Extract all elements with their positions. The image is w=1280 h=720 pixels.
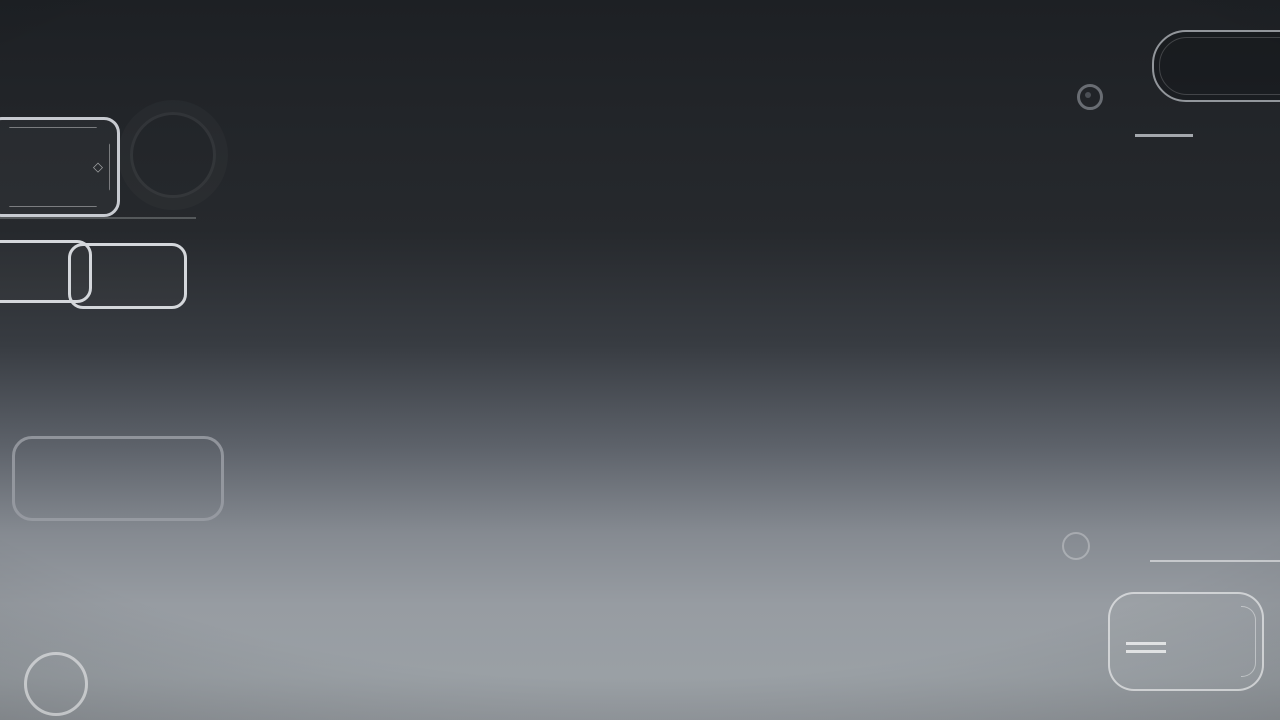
diamond-accent-icon: ◇	[93, 159, 103, 174]
rising-bar-chart-with-arrow	[1100, 140, 1280, 270]
divider-line-bottom-right	[1150, 560, 1280, 562]
tmo-ticker-pill	[1152, 30, 1280, 102]
bracket-accent	[1241, 606, 1256, 677]
card-line	[1126, 650, 1166, 653]
card-line	[1126, 642, 1166, 645]
mini-candlestick-chart-top-left	[0, 22, 200, 122]
divider-line-top-right	[1135, 134, 1193, 137]
small-circle-icon	[1062, 532, 1090, 560]
mini-candlestick-chart-mid-left	[0, 535, 225, 645]
dollar-bill-icon: ◇	[0, 117, 120, 217]
dollar-coin-icon-bottom	[24, 652, 88, 716]
finance-summary-card	[1108, 592, 1264, 691]
divider-line-left	[0, 217, 196, 219]
ring-icon	[1077, 84, 1103, 110]
number-badge-23	[0, 240, 92, 303]
tmo-ticker-box	[12, 436, 224, 521]
number-badge-736	[68, 243, 187, 309]
dollar-coin-icon	[130, 112, 216, 198]
volume-bars-bottom-left	[102, 646, 182, 720]
